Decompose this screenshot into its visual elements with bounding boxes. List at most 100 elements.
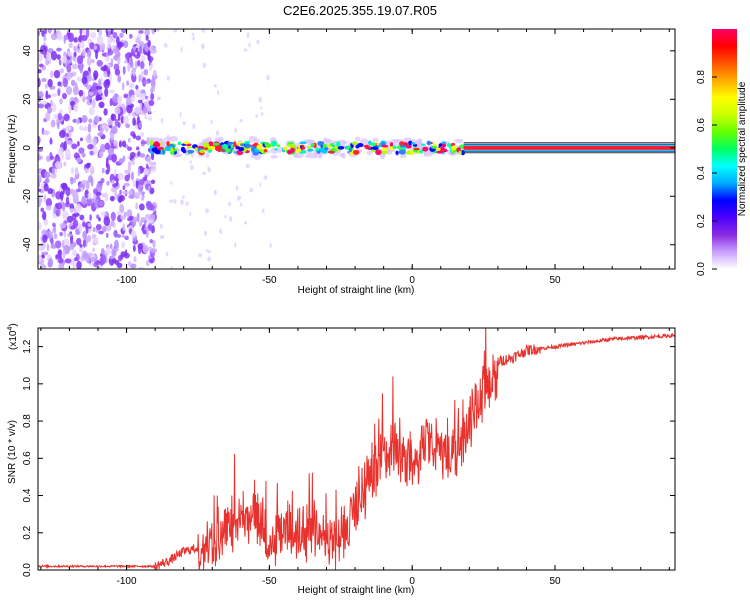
noise-blob <box>53 205 57 215</box>
signal-core-blob <box>436 151 443 154</box>
noise-speckle <box>234 242 237 248</box>
signal-core-blob <box>250 147 255 152</box>
noise-blob <box>89 42 95 50</box>
noise-blob <box>41 78 47 83</box>
noise-blob <box>51 93 58 98</box>
noise-speckle <box>229 216 233 223</box>
noise-blob <box>59 222 67 229</box>
noise-blob <box>57 112 62 120</box>
noise-blob <box>137 99 143 104</box>
noise-speckle <box>185 201 189 206</box>
signal-core-blob <box>209 145 216 150</box>
snr-ytick-label: 1.0 <box>22 376 33 390</box>
snr-xtick-label: 50 <box>549 576 561 587</box>
noise-blob <box>52 222 56 228</box>
noise-blob <box>129 60 134 69</box>
noise-blob <box>70 79 76 87</box>
noise-blob <box>85 224 89 234</box>
noise-blob <box>126 80 129 86</box>
noise-blob <box>140 195 144 201</box>
signal-core-blob <box>426 140 431 146</box>
noise-blob <box>96 59 103 67</box>
noise-blob <box>50 33 58 41</box>
noise-blob <box>135 135 141 141</box>
noise-blob <box>88 118 93 124</box>
noise-blob <box>118 158 124 165</box>
noise-speckle <box>248 42 251 48</box>
signal-core-blob <box>421 143 426 147</box>
signal-core-blob <box>348 147 353 153</box>
signal-core-blob <box>307 148 314 152</box>
noise-speckle <box>189 211 192 216</box>
noise-blob <box>92 77 95 82</box>
noise-speckle <box>263 175 268 180</box>
noise-speckle <box>258 96 263 103</box>
noise-blob <box>38 188 42 193</box>
noise-blob <box>66 215 74 223</box>
signal-core-blob <box>187 149 195 154</box>
noise-blob <box>103 108 108 116</box>
signal-core-blob <box>202 142 210 148</box>
signal-core-blob <box>322 143 328 149</box>
signal-core-blob <box>413 147 420 151</box>
noise-blob <box>87 222 92 228</box>
noise-blob <box>78 147 85 154</box>
noise-speckle <box>208 168 211 173</box>
noise-blob <box>121 241 126 249</box>
colorbar-gradient <box>712 29 737 269</box>
noise-blob <box>114 93 118 98</box>
signal-core-blob <box>419 149 423 154</box>
noise-blob <box>50 119 56 128</box>
signal-halo <box>248 135 256 143</box>
noise-blob <box>104 142 111 150</box>
noise-blob <box>77 140 80 147</box>
signal-core-blob <box>336 141 341 147</box>
noise-blob <box>104 191 109 202</box>
noise-blob <box>110 211 116 222</box>
noise-blob <box>135 37 141 44</box>
noise-blob <box>143 168 149 176</box>
noise-blob <box>87 123 92 133</box>
signal-core-blob <box>256 144 263 150</box>
noise-blob <box>50 99 53 107</box>
signal-halo <box>372 137 379 143</box>
noise-blob <box>75 118 80 125</box>
noise-blob <box>95 85 103 90</box>
noise-blob <box>86 85 91 90</box>
noise-blob <box>50 70 54 78</box>
noise-blob <box>42 130 50 135</box>
signal-core-blob <box>194 147 199 152</box>
noise-blob <box>44 83 48 89</box>
noise-blob <box>138 41 145 47</box>
noise-blob <box>38 147 44 152</box>
noise-blob <box>51 166 55 175</box>
noise-blob <box>137 168 141 177</box>
colorbar-tick-label: 0.0 <box>696 262 707 276</box>
noise-blob <box>128 33 133 39</box>
noise-blob <box>142 244 149 254</box>
noise-blob <box>129 263 137 269</box>
spectrogram-ytick-label: -20 <box>22 189 33 204</box>
noise-blob <box>45 205 52 211</box>
noise-blob <box>114 259 120 265</box>
noise-blob <box>41 254 46 259</box>
noise-blob <box>112 46 120 55</box>
noise-blob <box>82 230 88 240</box>
signal-core-blob <box>399 141 405 147</box>
noise-blob <box>98 29 103 37</box>
noise-blob <box>148 99 155 107</box>
signal-halo <box>270 154 278 159</box>
noise-blob <box>142 229 147 235</box>
noise-blob <box>38 77 41 88</box>
noise-blob <box>117 172 124 181</box>
noise-speckle <box>243 48 248 52</box>
colorbar-tick-label: 0.4 <box>696 166 707 180</box>
signal-core-blob <box>329 142 335 147</box>
noise-blob <box>139 220 143 227</box>
signal-core-blob <box>375 149 382 156</box>
noise-speckle <box>269 242 272 249</box>
noise-blob <box>88 107 95 116</box>
colorbar: 0.0 0.2 0.4 0.6 0.8 Normalized spectral ampl… <box>696 29 748 276</box>
noise-speckle <box>260 112 264 116</box>
snr-ytick-label: 0.6 <box>22 451 33 465</box>
